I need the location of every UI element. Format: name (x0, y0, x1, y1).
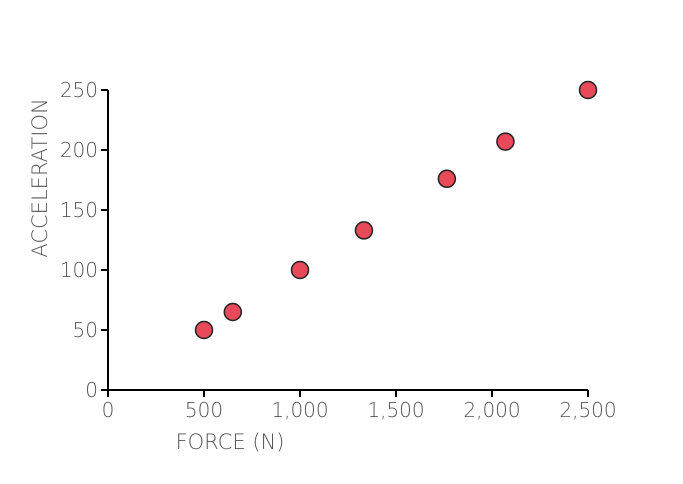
data-point (354, 221, 374, 240)
x-tick-label: 0 (102, 398, 115, 422)
x-tick-label: 2,000 (463, 398, 520, 422)
y-tick-label: 0 (85, 378, 98, 402)
data-point (437, 169, 457, 189)
data-point (194, 320, 214, 340)
x-tick-label: 1,000 (271, 398, 328, 422)
x-tick-label: 1,500 (367, 398, 424, 422)
data-point (578, 80, 598, 100)
axes (107, 90, 588, 391)
y-tick-label: 100 (60, 258, 98, 282)
y-tick-label: 150 (60, 198, 98, 222)
data-point (496, 132, 515, 151)
y-tick-label: 50 (73, 318, 98, 342)
data-point (290, 260, 310, 280)
x-tick-label: 500 (185, 398, 223, 422)
y-axis-title: ACCELERATION (28, 98, 52, 257)
data-point (223, 302, 243, 322)
x-ticks: 0 500 1,000 1,500 2,000 2,500 (102, 390, 617, 422)
x-axis-title: FORCE (N) (176, 430, 285, 454)
y-ticks: 0 50 100 150 200 250 (60, 78, 108, 402)
y-tick-label: 250 (60, 78, 98, 102)
y-tick-label: 200 (60, 138, 98, 162)
x-tick-label: 2,500 (559, 398, 616, 422)
data-points (194, 80, 598, 340)
